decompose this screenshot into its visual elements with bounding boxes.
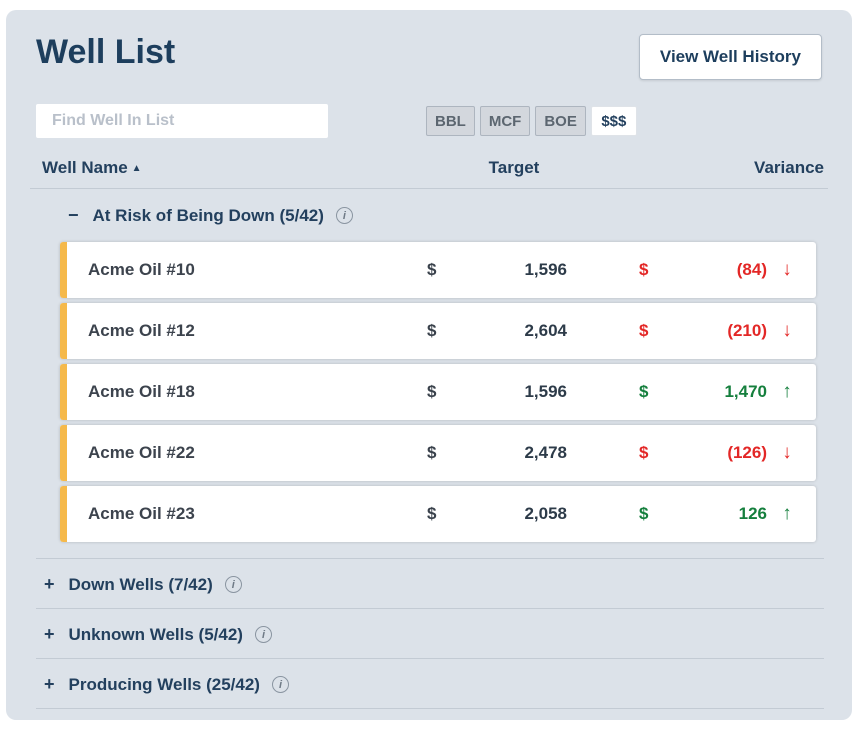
- group-label: Producing Wells (25/42): [68, 674, 260, 694]
- info-icon[interactable]: i: [271, 676, 289, 693]
- target-cell: $ 1,596: [427, 382, 567, 402]
- info-icon[interactable]: i: [254, 626, 272, 643]
- trend-down-icon: ↓: [782, 259, 792, 280]
- status-accent-bar: [60, 303, 67, 359]
- status-accent-bar: [60, 425, 67, 481]
- status-accent-bar: [60, 242, 67, 298]
- target-cell: $ 1,596: [427, 260, 567, 280]
- well-name: Acme Oil #22: [88, 443, 195, 462]
- variance-value: 1,470: [724, 382, 767, 401]
- unit-toggle-group: BBL MCF BOE $$$: [426, 106, 637, 136]
- collapse-icon[interactable]: −: [68, 205, 79, 225]
- variance-cell: $ (84): [639, 260, 767, 280]
- group-label: Down Wells (7/42): [68, 574, 213, 594]
- variance-cell: $ (126): [639, 443, 767, 463]
- page-title: Well List: [36, 33, 176, 71]
- search-input[interactable]: [36, 104, 328, 138]
- group-header-producing-wells[interactable]: + Producing Wells (25/42) i: [36, 659, 824, 709]
- well-list-panel: Well List View Well History BBL MCF BOE …: [6, 10, 852, 720]
- column-well-name-label: Well Name: [42, 158, 128, 177]
- variance-value: (84): [736, 260, 767, 279]
- variance-value: (126): [727, 443, 767, 462]
- well-name: Acme Oil #18: [88, 382, 195, 401]
- currency-symbol: $: [427, 443, 437, 462]
- target-cell: $ 2,478: [427, 443, 567, 463]
- info-icon[interactable]: i: [224, 576, 242, 593]
- variance-cell: $ 126: [639, 504, 767, 524]
- toolbar: BBL MCF BOE $$$: [30, 104, 828, 138]
- trend-up-icon: ↑: [782, 381, 792, 402]
- column-well-name[interactable]: Well Name ▲: [42, 158, 444, 178]
- variance-cell: $ (210): [639, 321, 767, 341]
- currency-symbol: $: [427, 260, 437, 279]
- well-row-acme-23[interactable]: Acme Oil #23 $ 2,058 $ 126 ↑: [60, 486, 816, 542]
- currency-symbol: $: [427, 382, 437, 401]
- well-row-acme-22[interactable]: Acme Oil #22 $ 2,478 $ (126) ↓: [60, 425, 816, 481]
- well-row-acme-10[interactable]: Acme Oil #10 $ 1,596 $ (84) ↓: [60, 242, 816, 298]
- collapsed-groups: + Down Wells (7/42) i + Unknown Wells (5…: [36, 558, 824, 709]
- well-row-acme-12[interactable]: Acme Oil #12 $ 2,604 $ (210) ↓: [60, 303, 816, 359]
- variance-cell: $ 1,470: [639, 382, 767, 402]
- currency-symbol: $: [639, 443, 649, 462]
- status-accent-bar: [60, 486, 67, 542]
- currency-symbol: $: [639, 260, 649, 279]
- unit-button-dollars[interactable]: $$$: [590, 106, 637, 136]
- target-value: 2,478: [524, 443, 567, 462]
- group-label: Unknown Wells (5/42): [68, 624, 243, 644]
- currency-symbol: $: [639, 382, 649, 401]
- trend-down-icon: ↓: [782, 442, 792, 463]
- target-value: 1,596: [524, 260, 567, 279]
- table-column-header: Well Name ▲ Target Variance: [30, 154, 828, 189]
- target-value: 2,604: [524, 321, 567, 340]
- well-name: Acme Oil #12: [88, 321, 195, 340]
- column-variance[interactable]: Variance: [754, 158, 824, 177]
- expand-icon[interactable]: +: [44, 624, 55, 644]
- group-header-at-risk[interactable]: − At Risk of Being Down (5/42) i: [30, 189, 828, 232]
- target-cell: $ 2,604: [427, 321, 567, 341]
- currency-symbol: $: [427, 504, 437, 523]
- unit-button-boe[interactable]: BOE: [535, 106, 586, 136]
- well-name: Acme Oil #10: [88, 260, 195, 279]
- target-value: 1,596: [524, 382, 567, 401]
- target-value: 2,058: [524, 504, 567, 523]
- group-header-down-wells[interactable]: + Down Wells (7/42) i: [36, 559, 824, 609]
- group-label: At Risk of Being Down (5/42): [92, 205, 324, 225]
- target-cell: $ 2,058: [427, 504, 567, 524]
- trend-up-icon: ↑: [782, 503, 792, 524]
- currency-symbol: $: [639, 504, 649, 523]
- expand-icon[interactable]: +: [44, 674, 55, 694]
- currency-symbol: $: [639, 321, 649, 340]
- sort-ascending-icon: ▲: [131, 163, 142, 174]
- variance-value: (210): [727, 321, 767, 340]
- status-accent-bar: [60, 364, 67, 420]
- variance-value: 126: [738, 504, 767, 523]
- view-well-history-button[interactable]: View Well History: [638, 34, 822, 80]
- trend-down-icon: ↓: [782, 320, 792, 341]
- column-target[interactable]: Target: [488, 158, 540, 177]
- unit-button-mcf[interactable]: MCF: [479, 106, 531, 136]
- well-row-acme-18[interactable]: Acme Oil #18 $ 1,596 $ 1,470 ↑: [60, 364, 816, 420]
- panel-header: Well List View Well History: [30, 28, 828, 80]
- group-header-unknown-wells[interactable]: + Unknown Wells (5/42) i: [36, 609, 824, 659]
- currency-symbol: $: [427, 321, 437, 340]
- info-icon[interactable]: i: [335, 207, 353, 224]
- unit-button-bbl[interactable]: BBL: [426, 106, 475, 136]
- expand-icon[interactable]: +: [44, 574, 55, 594]
- well-card-list: Acme Oil #10 $ 1,596 $ (84) ↓ Acme Oil #…: [60, 242, 816, 542]
- well-name: Acme Oil #23: [88, 504, 195, 523]
